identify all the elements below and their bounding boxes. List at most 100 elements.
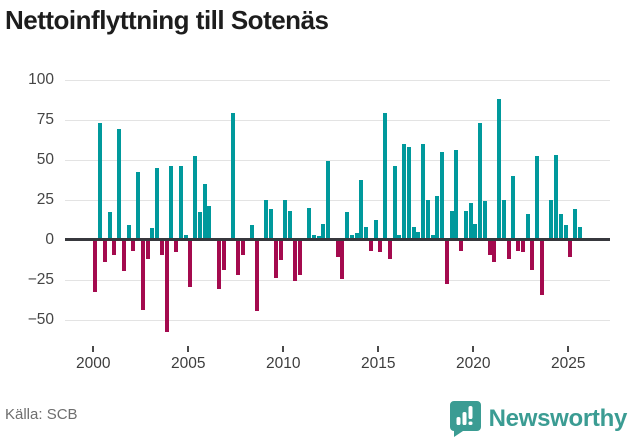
gridline	[65, 119, 610, 121]
y-axis-tick-label: −50	[27, 310, 54, 328]
x-axis-tick-label: 2020	[456, 355, 491, 372]
negative-bar	[121, 241, 126, 272]
negative-bar	[520, 241, 525, 253]
positive-bar	[416, 231, 421, 240]
positive-bar	[311, 234, 316, 240]
positive-bar	[183, 234, 188, 240]
positive-bar	[321, 223, 326, 240]
x-axis-tick-label: 2010	[266, 355, 301, 372]
negative-bar	[297, 241, 302, 275]
positive-bar	[373, 220, 378, 240]
negative-bar	[102, 241, 107, 262]
negative-bar	[278, 241, 283, 261]
positive-bar	[454, 149, 459, 240]
positive-bar	[473, 223, 478, 240]
x-axis-tick	[187, 346, 190, 352]
positive-bar	[468, 202, 473, 240]
negative-bar	[292, 241, 297, 281]
positive-bar	[440, 151, 445, 240]
negative-bar	[159, 241, 164, 256]
negative-bar	[273, 241, 278, 278]
positive-bar	[511, 175, 516, 240]
newsworthy-badge-icon	[449, 400, 482, 437]
positive-bar	[197, 212, 202, 240]
positive-bar	[349, 234, 354, 240]
negative-bar	[387, 241, 392, 259]
negative-bar	[112, 241, 117, 256]
positive-bar	[501, 199, 506, 240]
source-credit: Källa: SCB	[5, 406, 78, 423]
positive-bar	[288, 210, 293, 240]
newsworthy-wordmark: Newsworthy	[488, 404, 628, 432]
negative-bar	[254, 241, 259, 312]
x-axis-tick-label: 2005	[171, 355, 206, 372]
positive-bar	[207, 205, 212, 240]
positive-bar	[406, 146, 411, 240]
negative-bar	[240, 241, 245, 256]
negative-bar	[221, 241, 226, 270]
positive-bar	[136, 172, 141, 240]
positive-bar	[392, 165, 397, 240]
negative-bar	[131, 241, 136, 251]
positive-bar	[269, 209, 274, 240]
y-axis-tick-label: 100	[28, 70, 54, 88]
negative-bar	[492, 241, 497, 262]
positive-bar	[435, 196, 440, 240]
y-axis-tick-label: 50	[36, 150, 54, 168]
chart-title: Nettoinflyttning till Sotenäs	[5, 5, 329, 35]
gridline	[65, 159, 610, 161]
gridline	[65, 79, 610, 81]
negative-bar	[368, 241, 373, 251]
positive-bar	[231, 113, 236, 240]
gridline	[65, 319, 610, 321]
positive-bar	[463, 210, 468, 240]
positive-bar	[98, 122, 102, 240]
positive-bar	[150, 228, 155, 240]
negative-bar	[164, 241, 169, 333]
negative-bar	[487, 241, 492, 256]
positive-bar	[345, 212, 350, 240]
positive-bar	[430, 234, 435, 240]
y-axis-tick-label: 0	[45, 230, 54, 248]
x-axis-tick	[567, 346, 570, 352]
positive-bar	[411, 226, 416, 240]
positive-bar	[364, 226, 369, 240]
positive-bar	[449, 210, 454, 240]
positive-bar	[573, 209, 577, 240]
positive-bar	[155, 167, 160, 240]
x-axis-tick-label: 2000	[76, 355, 111, 372]
negative-bar	[140, 241, 145, 310]
positive-bar	[558, 213, 563, 240]
x-axis-tick	[282, 346, 285, 352]
y-axis-tick-label: 75	[36, 110, 54, 128]
positive-bar	[397, 234, 402, 240]
positive-bar	[549, 199, 554, 240]
positive-bar	[383, 113, 388, 240]
negative-bar	[145, 241, 150, 259]
x-axis-tick-label: 2025	[551, 355, 586, 372]
positive-bar	[316, 236, 321, 240]
positive-bar	[554, 154, 558, 240]
y-axis-tick-label: 25	[36, 190, 54, 208]
gridline	[65, 279, 610, 281]
positive-bar	[402, 143, 407, 240]
positive-bar	[525, 213, 530, 240]
positive-bar	[117, 129, 121, 240]
positive-bar	[193, 156, 198, 240]
x-axis-tick	[92, 346, 95, 352]
positive-bar	[178, 165, 183, 240]
negative-bar	[444, 241, 449, 285]
negative-bar	[378, 241, 383, 253]
negative-bar	[174, 241, 179, 253]
negative-bar	[93, 241, 98, 293]
x-axis-tick	[472, 346, 475, 352]
positive-bar	[425, 199, 430, 240]
negative-bar	[516, 241, 520, 251]
positive-bar	[354, 233, 359, 240]
negative-bar	[506, 241, 511, 259]
x-axis-tick	[377, 346, 380, 352]
positive-bar	[283, 199, 288, 240]
negative-bar	[188, 241, 193, 288]
positive-bar	[264, 199, 269, 240]
